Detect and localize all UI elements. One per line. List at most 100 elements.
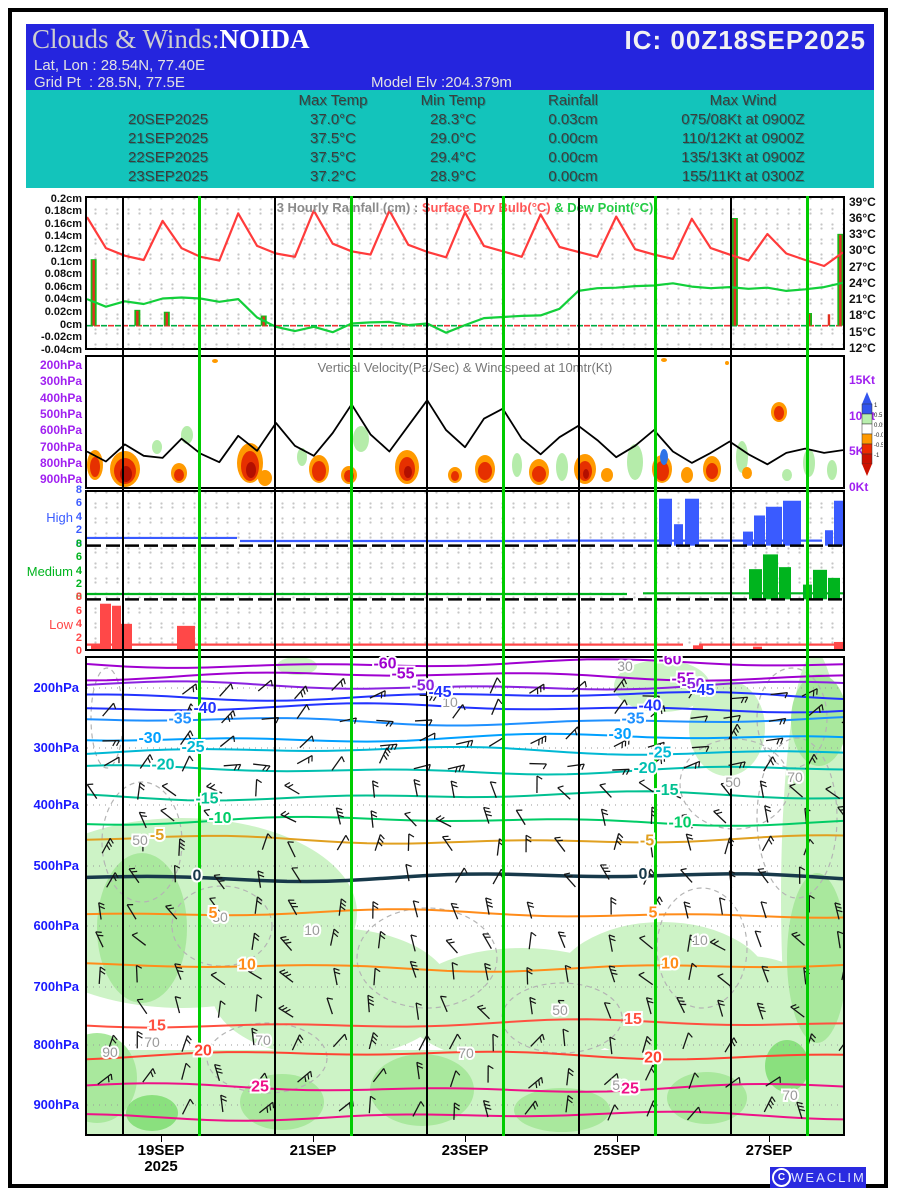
table-cell: 0.00cm [548, 130, 598, 147]
table-row: 22SEP2025 37.5°C 29.4°C 0.00cm 135/13Kt at 0… [128, 149, 858, 166]
p2-left-tick: 200hPa [39, 358, 82, 372]
p4-left-tick: 300hPa [33, 740, 79, 755]
p1-left-tick: -0.02cm [41, 331, 82, 344]
table-cell: 37.5°C [309, 149, 357, 166]
p4-left-tick: 800hPa [33, 1037, 79, 1052]
lat-lon-label: Lat, Lon : 28.54N, 77.40E [34, 57, 205, 74]
even-day-line [501, 196, 505, 1136]
panel1-title: 3 Hourly Rainfall (cm) : Surface Dry Bul… [277, 200, 654, 215]
p1-right-tick: 33°C [849, 227, 876, 242]
even-day-line [805, 196, 809, 1136]
p4-left-tick: 200hPa [33, 680, 79, 695]
p4-left-tick: 600hPa [33, 918, 79, 933]
svg-text:1: 1 [874, 403, 878, 409]
x-tick [464, 1136, 466, 1142]
table-cell: 20SEP2025 [128, 111, 209, 128]
p1-right-tick: 27°C [849, 259, 876, 274]
cloud-tick: 0 [75, 591, 82, 604]
cloud-tick: 4 [75, 510, 82, 523]
p1-right-tick: 21°C [849, 292, 876, 307]
x-axis-year: 2025 [144, 1158, 178, 1175]
table-row: 20SEP2025 37.0°C 28.3°C 0.03cm 075/08Kt at 0… [128, 111, 858, 128]
table-cell: 37.0°C [309, 111, 357, 128]
table-cell: 0.00cm [548, 168, 598, 185]
x-axis-label: 27SEP [745, 1142, 793, 1159]
cloud-tick: 0 [75, 537, 82, 550]
page-title: Clouds & Winds:NOIDA [32, 24, 310, 54]
p2-left-tick: 900hPa [39, 472, 82, 487]
rainfall-drybulb-dewpoint-panel: 3 Hourly Rainfall (cm) : Surface Dry Bul… [85, 196, 845, 350]
table-cell: 110/12Kt at 0900Z [681, 130, 805, 147]
svg-text:-0.05: -0.05 [874, 433, 883, 439]
header: Clouds & Winds:NOIDA IC: 00Z18SEP2025 La… [26, 24, 874, 91]
p2-right-tick: 0Kt [849, 480, 869, 495]
table-row: 23SEP2025 37.2°C 28.9°C 0.00cm 155/11Kt at 0… [128, 168, 858, 185]
table-cell: 21SEP2025 [128, 130, 209, 147]
p1-right-tick: 12°C [849, 341, 876, 356]
table-cell: 29.4°C [429, 149, 477, 166]
day-boundary-line [274, 196, 276, 1136]
table-cell: 28.9°C [429, 168, 477, 185]
cloud-tick: 0 [75, 645, 82, 657]
p1-left-tick: 0.1cm [50, 255, 82, 268]
cloud-tick: 2 [75, 524, 82, 537]
weaclim-logo: C WEACLIM [770, 1167, 866, 1188]
cloud-group-label: High [46, 510, 73, 525]
day-boundary-line [578, 196, 580, 1136]
p4-left-tick: 500hPa [33, 858, 79, 873]
p4-left-tick: 900hPa [33, 1097, 79, 1112]
p1-right-tick: 24°C [849, 275, 876, 290]
p1-left-tick: 0.14cm [44, 230, 82, 243]
p1-right-tick: 39°C [849, 194, 876, 209]
table-cell: 075/08Kt at 0900Z [681, 111, 805, 128]
table-header-row: Max Temp Min Temp Rainfall Max Wind [128, 92, 858, 109]
svg-text:0.05: 0.05 [874, 423, 883, 429]
temp-rh-wind-cross-section-panel [85, 656, 845, 1136]
table-header-cell: Max Wind [709, 92, 777, 109]
cloud-tick: 2 [75, 577, 82, 590]
p2-left-tick: 600hPa [39, 423, 82, 438]
p2-left-tick: 400hPa [39, 390, 82, 405]
p1-right-tick: 30°C [849, 243, 876, 258]
p2-right-tick: 15Kt [849, 373, 876, 387]
x-axis-label: 25SEP [593, 1142, 641, 1159]
x-axis-label: 19SEP [137, 1142, 185, 1159]
x-tick [768, 1136, 770, 1142]
p1-left-tick: 0.02cm [44, 306, 82, 319]
p1-right-tick: 15°C [849, 324, 876, 339]
even-day-line [197, 196, 201, 1136]
table-cell: 0.00cm [548, 149, 598, 166]
p4-left-tick: 400hPa [33, 797, 79, 812]
p1-right-tick: 36°C [849, 210, 876, 225]
x-tick [616, 1136, 618, 1142]
table-header-cell [128, 92, 278, 109]
table-cell: 37.5°C [309, 130, 357, 147]
table-cell: 155/11Kt at 0300Z [681, 168, 805, 185]
x-axis-label: 21SEP [289, 1142, 337, 1159]
cloud-cover-panel [85, 490, 845, 651]
panel2-title: Vertical Velocity(Pa/Sec) & Windspeed at… [318, 360, 613, 375]
cloud-tick: 8 [75, 484, 82, 496]
cloud-group-label: Medium [26, 563, 73, 579]
table-header-cell: Rainfall [547, 92, 599, 109]
outer-border [8, 8, 888, 1188]
p1-left-tick: -0.04cm [41, 343, 82, 356]
table-header-cell: Max Temp [298, 92, 368, 109]
x-tick [160, 1136, 162, 1142]
forecast-summary-table: Max Temp Min Temp Rainfall Max Wind 20SEP202… [26, 90, 874, 188]
cloud-tick: 6 [75, 604, 82, 617]
table-cell: 37.2°C [309, 168, 357, 185]
p1-left-tick: 0.04cm [44, 293, 82, 306]
day-boundary-line [426, 196, 428, 1136]
station-name: NOIDA [219, 24, 310, 54]
copyright-icon: C [772, 1168, 791, 1187]
p1-left-tick: 0.08cm [44, 268, 82, 281]
p2-left-tick: 300hPa [39, 374, 82, 389]
cloud-tick: 4 [75, 618, 82, 631]
day-boundary-line [122, 196, 124, 1136]
p1-left-tick: 0.06cm [44, 280, 82, 293]
p1-left-tick: 0.16cm [44, 217, 82, 230]
init-condition-label: IC: 00Z18SEP2025 [624, 25, 866, 55]
p1-left-tick: 0.2cm [50, 192, 82, 205]
